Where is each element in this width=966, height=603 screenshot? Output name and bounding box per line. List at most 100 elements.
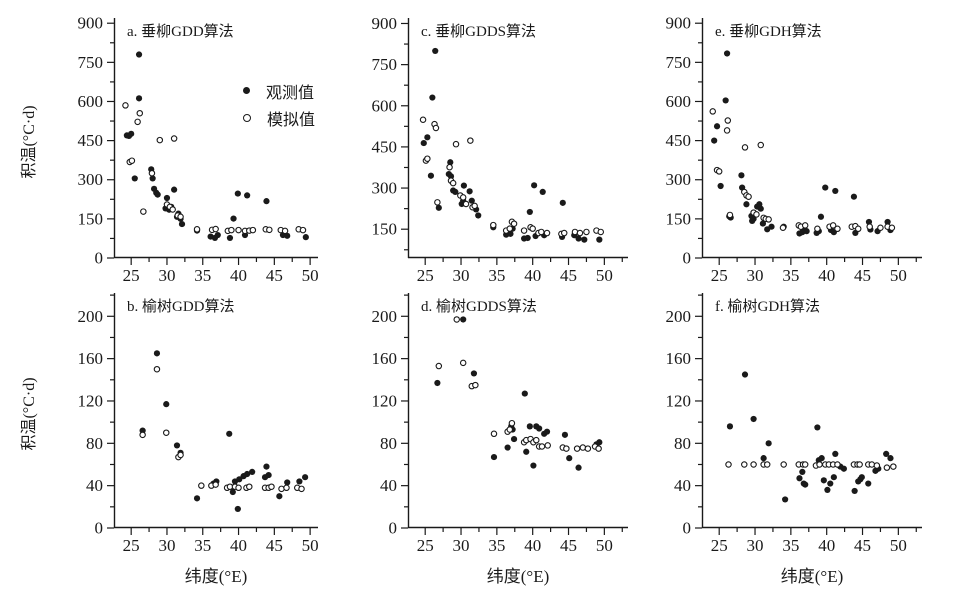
- svg-text:40: 40: [86, 476, 103, 495]
- svg-text:40: 40: [524, 536, 541, 555]
- svg-text:25: 25: [417, 266, 434, 285]
- svg-text:35: 35: [194, 536, 211, 555]
- svg-text:40: 40: [380, 476, 397, 495]
- svg-text:35: 35: [194, 266, 211, 285]
- svg-text:25: 25: [711, 536, 728, 555]
- svg-text:40: 40: [524, 266, 541, 285]
- panel-e-plot: 25 30 35 40 45 50 0 150 300 450 600 750 900: [666, 14, 922, 285]
- svg-text:300: 300: [78, 170, 104, 189]
- svg-text:80: 80: [86, 434, 103, 453]
- svg-text:0: 0: [95, 519, 104, 538]
- observed-marker-icon: [243, 87, 250, 94]
- panel-a: 25 30 35 40 45 50 0 150 300 450 600 750 900 a. 垂柳GDD…: [78, 14, 319, 285]
- svg-text:300: 300: [372, 179, 398, 198]
- svg-text:120: 120: [78, 391, 104, 410]
- panel-c-title: c. 垂柳GDDS算法: [421, 24, 536, 40]
- svg-text:150: 150: [372, 220, 398, 239]
- panel-f-title: f. 榆树GDH算法: [715, 299, 820, 315]
- legend-simulated-label: 模拟值: [267, 111, 316, 129]
- svg-text:0: 0: [389, 519, 398, 538]
- svg-text:600: 600: [372, 96, 398, 115]
- legend-row-observed: 观测值: [243, 77, 315, 104]
- svg-text:160: 160: [78, 349, 104, 368]
- svg-text:30: 30: [747, 266, 764, 285]
- simulated-marker-icon: [243, 113, 251, 122]
- panel-d-title: d. 榆树GDDS算法: [421, 299, 537, 315]
- svg-text:35: 35: [488, 266, 505, 285]
- panel-e-title: e. 垂柳GDH算法: [715, 24, 822, 40]
- svg-text:160: 160: [372, 349, 398, 368]
- svg-text:750: 750: [666, 53, 692, 72]
- svg-text:450: 450: [666, 131, 692, 150]
- svg-text:40: 40: [674, 476, 691, 495]
- svg-text:35: 35: [782, 266, 799, 285]
- svg-text:45: 45: [854, 266, 871, 285]
- svg-text:160: 160: [666, 349, 692, 368]
- svg-text:30: 30: [453, 266, 470, 285]
- y-axis-title-top-row: 积温(°C·d): [21, 105, 38, 179]
- svg-text:40: 40: [818, 266, 835, 285]
- svg-text:80: 80: [380, 434, 397, 453]
- svg-text:120: 120: [372, 391, 398, 410]
- svg-text:50: 50: [596, 266, 613, 285]
- svg-text:25: 25: [123, 536, 140, 555]
- svg-text:50: 50: [890, 266, 907, 285]
- x-axis-title-col2: 纬度(°E): [486, 567, 550, 586]
- svg-text:50: 50: [302, 536, 319, 555]
- svg-text:30: 30: [747, 536, 764, 555]
- svg-text:900: 900: [372, 14, 398, 33]
- svg-text:900: 900: [78, 14, 104, 33]
- svg-text:30: 30: [453, 536, 470, 555]
- svg-text:40: 40: [230, 536, 247, 555]
- svg-text:50: 50: [890, 536, 907, 555]
- svg-text:45: 45: [854, 536, 871, 555]
- svg-text:0: 0: [95, 249, 104, 268]
- svg-text:750: 750: [372, 55, 398, 74]
- svg-text:0: 0: [683, 249, 692, 268]
- svg-text:150: 150: [666, 209, 692, 228]
- legend-observed-label: 观测值: [266, 84, 315, 102]
- panel-f-plot: 25 30 35 40 45 50 0 40 80 120 160 200: [666, 293, 922, 555]
- svg-text:120: 120: [666, 391, 692, 410]
- panel-b-title: b. 榆树GDD算法: [127, 299, 235, 315]
- svg-text:300: 300: [666, 170, 692, 189]
- svg-text:450: 450: [78, 131, 104, 150]
- svg-text:600: 600: [666, 92, 692, 111]
- svg-text:0: 0: [683, 519, 692, 538]
- panel-f: 25 30 35 40 45 50 0 40 80 120 160 200 f. 榆树GDH算法: [666, 293, 922, 555]
- svg-text:200: 200: [666, 307, 692, 326]
- svg-text:750: 750: [78, 53, 104, 72]
- svg-text:80: 80: [674, 434, 691, 453]
- panel-c: 25 30 35 40 45 50 150 300 450 600 750 900 c. 垂柳GDDS…: [372, 14, 628, 285]
- x-axis-title-col3: 纬度(°E): [780, 567, 844, 586]
- panel-b-plot: 25 30 35 40 45 50 0 40 80 120 160 200: [78, 293, 319, 555]
- legend-row-simulated: 模拟值: [243, 104, 315, 131]
- panel-d-plot: 25 30 35 40 45 50 0 40 80 120 160 200: [372, 293, 628, 555]
- svg-text:45: 45: [560, 536, 577, 555]
- svg-text:900: 900: [666, 14, 692, 33]
- x-axis-title-col1: 纬度(°E): [184, 567, 248, 586]
- legend: 观测值 模拟值: [243, 77, 315, 131]
- svg-text:40: 40: [818, 536, 835, 555]
- panel-b: 25 30 35 40 45 50 0 40 80 120 160 200 b. 榆树GDD算法: [78, 293, 319, 555]
- svg-text:50: 50: [596, 536, 613, 555]
- svg-text:25: 25: [417, 536, 434, 555]
- svg-text:200: 200: [78, 307, 104, 326]
- y-axis-title-bottom-row: 积温(°C·d): [21, 377, 38, 451]
- svg-text:25: 25: [711, 266, 728, 285]
- panel-a-title: a. 垂柳GDD算法: [127, 24, 234, 40]
- svg-text:30: 30: [158, 536, 175, 555]
- svg-text:600: 600: [78, 92, 104, 111]
- svg-text:30: 30: [158, 266, 175, 285]
- svg-text:40: 40: [230, 266, 247, 285]
- svg-text:150: 150: [78, 209, 104, 228]
- svg-text:35: 35: [488, 536, 505, 555]
- svg-text:450: 450: [372, 137, 398, 156]
- svg-text:45: 45: [266, 266, 283, 285]
- panel-d: 25 30 35 40 45 50 0 40 80 120 160 200 d. 榆树GDDS算法: [372, 293, 628, 555]
- panel-c-plot: 25 30 35 40 45 50 150 300 450 600 750 900: [372, 14, 628, 285]
- svg-text:45: 45: [560, 266, 577, 285]
- svg-text:35: 35: [782, 536, 799, 555]
- svg-text:200: 200: [372, 307, 398, 326]
